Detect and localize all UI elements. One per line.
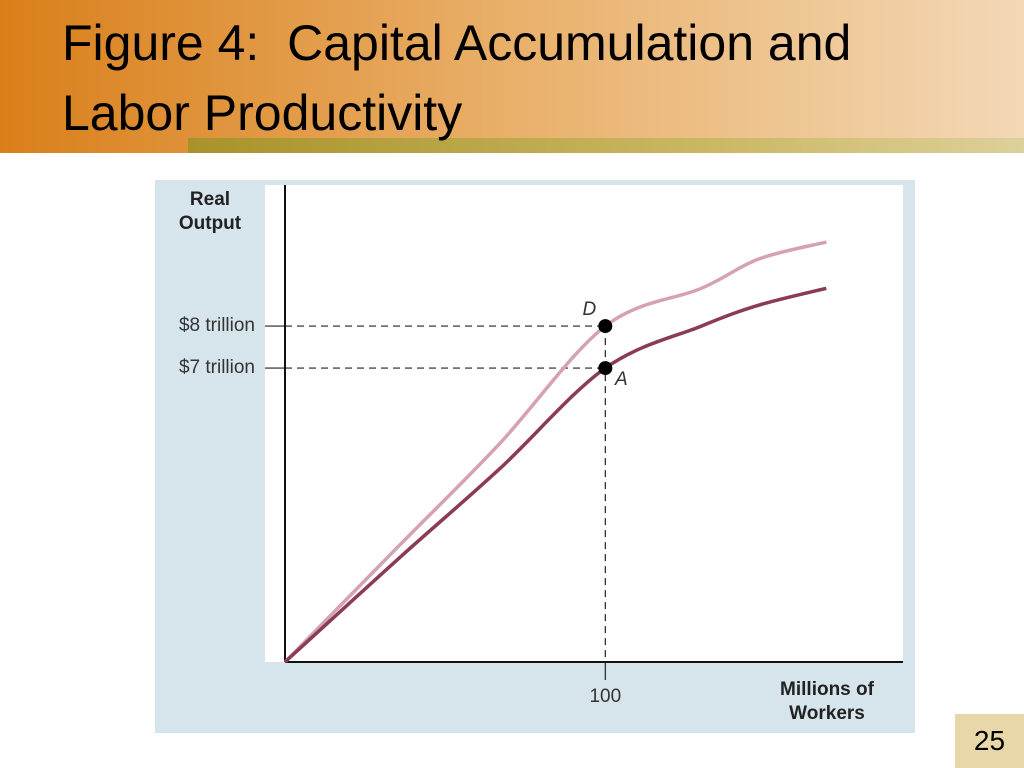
header-band: [0, 0, 1024, 153]
point-label: D: [582, 299, 596, 320]
point-label: A: [614, 369, 628, 390]
y-tick-label: $8 trillion: [179, 315, 255, 336]
slide-number: 25: [955, 714, 1024, 768]
point: [598, 319, 613, 334]
slide-title: Figure 4: Capital Accumulation and Labor…: [62, 15, 866, 141]
curve: [283, 240, 827, 664]
plot-area: [265, 185, 903, 662]
y-axis-label: Real Output: [178, 189, 242, 234]
curve: [283, 286, 827, 664]
x-axis-label: Millions of Workers: [780, 679, 874, 724]
accent-bar: [188, 138, 1024, 153]
y-tick-label: $7 trillion: [179, 357, 255, 378]
point: [598, 361, 613, 376]
x-tick-label: 100: [589, 686, 621, 707]
